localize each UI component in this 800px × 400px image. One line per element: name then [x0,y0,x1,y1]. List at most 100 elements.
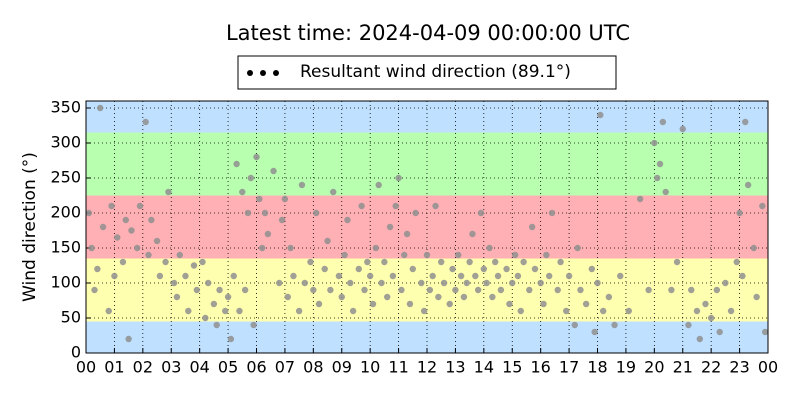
data-point [369,300,377,308]
data-point [216,286,223,294]
data-point [355,265,362,273]
data-point [148,216,155,224]
data-point [472,272,479,280]
x-tick-label: 11 [388,358,408,377]
data-point [668,286,675,294]
data-point [111,272,118,280]
data-point [597,111,604,119]
y-tick-label: 0 [71,343,81,362]
data-point [582,300,590,308]
data-point [284,293,291,301]
data-point [469,230,476,238]
data-point [526,286,533,294]
x-tick-label: 21 [673,358,693,377]
data-point [401,251,408,259]
data-point [685,321,692,329]
data-point [142,118,149,126]
x-tick-label: 10 [360,358,380,377]
data-point [91,286,98,294]
data-point [492,258,499,266]
data-point [310,286,317,294]
data-point [224,293,232,301]
data-point [440,279,448,287]
legend-box [237,55,617,90]
data-point [474,286,482,294]
x-tick-label: 04 [189,358,209,377]
data-point [509,279,516,287]
x-tick-label: 17 [559,358,579,377]
data-point [185,307,192,315]
legend-marker [273,70,279,76]
data-point [307,258,314,266]
data-point [119,258,127,266]
data-point [759,202,766,210]
data-point [193,286,201,294]
chart-title: Latest time: 2024-04-09 00:00:00 UTC [226,21,630,45]
data-point [312,209,320,217]
data-point [278,216,286,224]
data-point [227,335,235,343]
data-point [233,160,240,168]
data-point [202,314,209,322]
data-point [727,307,735,315]
data-point [199,258,206,266]
x-tick-label: 22 [701,358,721,377]
data-point [662,188,669,196]
data-point [486,244,493,252]
data-point [190,262,198,269]
data-point [466,258,473,266]
data-point [557,258,564,266]
x-tick-label: 19 [616,358,636,377]
data-point [366,272,374,280]
data-point [742,118,749,126]
y-tick-label: 100 [50,273,81,292]
data-point [750,244,757,252]
x-tick-label: 00 [758,358,778,377]
data-point [372,244,380,252]
x-tick-label: 14 [474,358,494,377]
data-point [173,293,181,301]
x-tick-label: 01 [104,358,124,377]
data-point [554,286,561,294]
data-point [125,335,132,343]
data-point [236,307,243,315]
data-point [330,188,337,196]
data-point [375,181,382,189]
data-point [403,230,411,238]
y-tick-label: 150 [50,238,81,257]
data-point [133,244,141,252]
data-point [423,251,431,259]
y-axis-label: Wind direction (°) [20,152,40,302]
data-point [256,195,263,203]
data-point [204,279,212,287]
legend-marker [260,70,266,76]
data-point [261,209,269,217]
data-point [511,251,519,259]
data-point [514,272,522,280]
y-tick-label: 300 [50,133,81,152]
direction-band [86,101,768,133]
data-point [696,335,703,343]
data-point [420,307,428,315]
data-point [457,272,465,280]
data-point [165,188,172,196]
data-point [707,314,715,322]
data-point [693,307,701,315]
data-point [574,244,581,252]
x-tick-label: 05 [218,358,238,377]
data-point [591,328,598,336]
data-point [736,209,743,217]
data-point [395,174,402,182]
data-point [571,321,578,329]
x-tick-label: 12 [417,358,437,377]
data-point [688,286,695,294]
x-tick-label: 23 [729,358,749,377]
data-point [548,209,556,217]
data-point [744,181,752,189]
data-point [230,272,237,280]
data-point [477,209,485,217]
data-point [295,307,303,315]
x-tick-label: 06 [246,358,266,377]
data-point [264,230,272,238]
data-point [733,258,740,266]
